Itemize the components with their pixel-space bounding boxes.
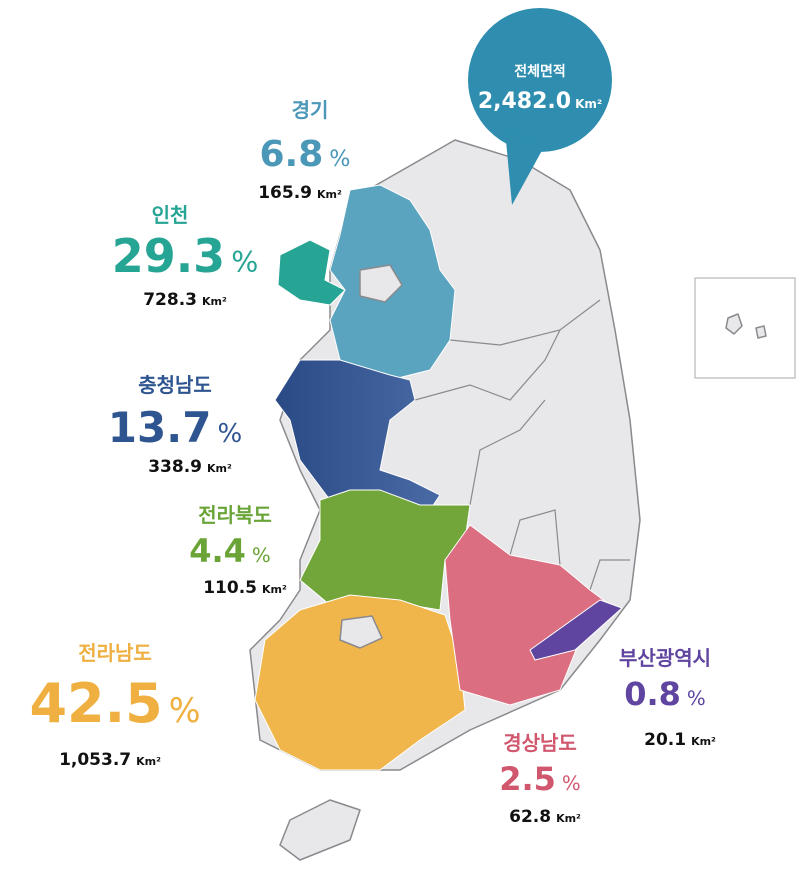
jeonnam-region [254,594,466,771]
percent-unit: % [252,544,271,567]
region-area: 62.8 Km² [509,807,581,827]
ulleung-island [725,313,743,335]
percent-value: 6.8 [260,134,324,175]
region-area: 338.9 Km² [148,457,232,477]
region-name: 경기 [292,98,329,122]
percent-unit: % [217,419,242,449]
percent-value: 42.5 [29,672,162,735]
region-name: 경상남도 [503,731,577,755]
percent-value: 0.8 [624,675,681,713]
region-area: 165.9 Km² [258,183,342,203]
region-name: 부산광역시 [619,646,711,670]
total-area-value: 2,482.0 [478,89,571,114]
percent-unit: % [231,246,258,279]
percent-value: 13.7 [108,403,212,452]
region-percent: 6.8% [260,134,351,175]
region-percent: 13.7% [108,403,242,452]
area-value: 1,053.7 [59,750,131,770]
province-border [449,299,601,346]
percent-unit: % [687,687,706,710]
province-border [509,509,561,566]
bubble-tail [505,130,545,205]
area-unit: Km² [207,462,232,475]
region-percent: 2.5% [499,760,581,798]
area-unit: Km² [691,735,716,748]
region-name: 전라남도 [78,641,152,665]
percent-value: 29.3 [112,229,226,283]
region-name: 전라북도 [198,503,272,527]
total-label: 전체면적 [514,63,566,80]
province-border [589,559,630,591]
region-name: 충청남도 [138,373,212,397]
area-unit: Km² [136,755,161,768]
province-border [469,399,546,506]
incheon-region [277,239,346,306]
region-area: 110.5 Km² [203,578,287,598]
region-percent: 42.5% [29,672,200,735]
gwangju-region [339,615,383,649]
area-value: 110.5 [203,578,257,598]
area-value: 338.9 [148,457,202,477]
region-name: 인천 [152,203,189,227]
region-area: 728.3 Km² [143,290,227,310]
area-unit: Km² [262,583,287,596]
dokdo-island [755,325,767,339]
percent-unit: % [169,691,201,730]
region-area: 1,053.7 Km² [59,750,161,770]
percent-unit: % [562,772,581,795]
area-unit: Km² [556,812,581,825]
total-area: 2,482.0 Km² [478,89,602,114]
percent-value: 4.4 [189,532,246,570]
area-value: 20.1 [644,730,686,750]
province-border [414,329,561,401]
region-percent: 4.4% [189,532,271,570]
area-unit: Km² [317,188,342,201]
area-value: 62.8 [509,807,551,827]
area-unit: Km² [575,97,602,111]
total-bubble [468,8,612,152]
chungnam-region [274,359,441,511]
region-area: 20.1 Km² [644,730,716,750]
jeju-island [279,799,361,861]
percent-unit: % [329,146,350,172]
seoul-region [359,264,403,303]
area-unit: Km² [202,295,227,308]
region-percent: 0.8% [624,675,706,713]
area-value: 728.3 [143,290,197,310]
busan-region [529,599,623,661]
percent-value: 2.5 [499,760,556,798]
area-value: 165.9 [258,183,312,203]
inset-box [694,277,796,379]
region-percent: 29.3% [112,229,259,283]
